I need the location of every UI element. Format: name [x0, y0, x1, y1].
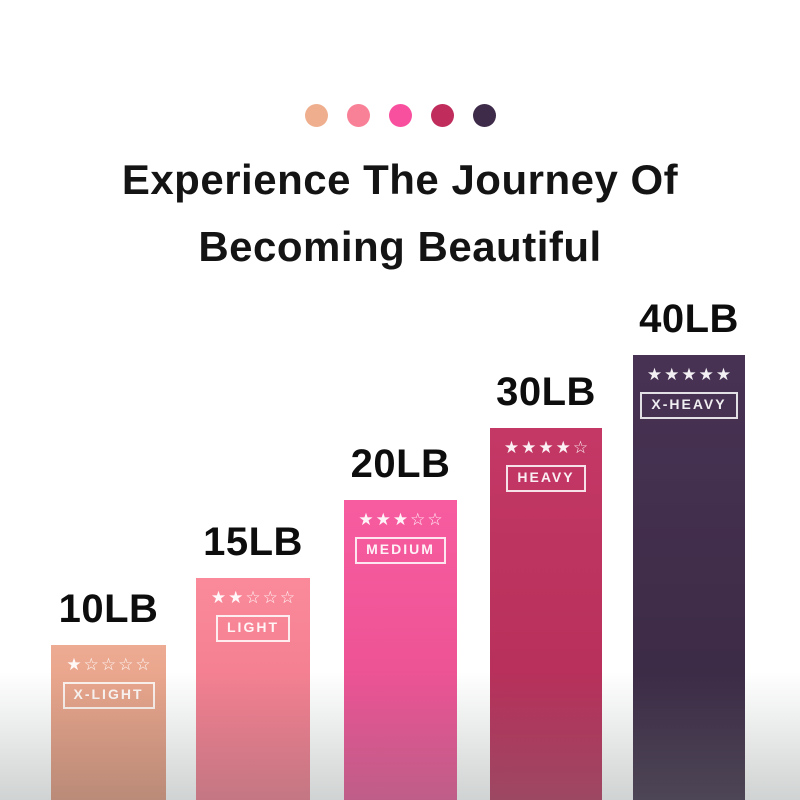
star-rating-icons: ★☆☆☆☆ [66, 655, 153, 674]
star-rating-icons: ★★★☆☆ [358, 510, 445, 529]
star-rating-icons: ★★☆☆☆ [210, 588, 298, 607]
strength-level-box: X-HEAVY [640, 392, 738, 419]
strength-level-box: MEDIUM [355, 537, 446, 564]
strength-level-box: LIGHT [216, 615, 290, 642]
strength-level-box: X-LIGHT [62, 682, 155, 709]
page-title: Experience The Journey Of Becoming Beaut… [0, 146, 800, 280]
weight-label: 40LB [639, 297, 739, 341]
strength-level-label: X-LIGHT [73, 686, 144, 702]
resistance-band-bar: ★★★★☆ HEAVY [490, 428, 602, 800]
weight-label: 10LB [58, 587, 159, 631]
palette-dot-icon [346, 104, 370, 127]
resistance-band-bar: ★★★☆☆ MEDIUM [344, 500, 457, 800]
palette-dot-icon [472, 104, 496, 127]
strength-level-label: LIGHT [227, 619, 279, 635]
bar-group: 40LB ★★★★★ X-HEAVY [633, 297, 745, 800]
weight-label: 30LB [496, 370, 596, 414]
strength-level-label: X-HEAVY [651, 396, 727, 412]
palette-dot-icon [388, 104, 412, 127]
resistance-band-bar: ★★★★★ X-HEAVY [633, 355, 745, 800]
bar-group: 20LB ★★★☆☆ MEDIUM [344, 442, 457, 800]
strength-level-box: HEAVY [506, 465, 586, 492]
strength-level-label: HEAVY [517, 469, 575, 485]
palette-dot-icon [430, 104, 454, 127]
bar-group: 15LB ★★☆☆☆ LIGHT [196, 520, 310, 800]
star-rating-icons: ★★★★☆ [503, 438, 591, 457]
star-rating-icons: ★★★★★ [646, 365, 734, 384]
title-line-1: Experience The Journey Of [121, 156, 679, 203]
resistance-band-bar: ★★☆☆☆ LIGHT [196, 578, 310, 800]
color-palette-dots [0, 104, 800, 127]
weight-label: 15LB [203, 520, 303, 564]
weight-label: 20LB [350, 442, 451, 486]
resistance-band-bar: ★☆☆☆☆ X-LIGHT [51, 645, 166, 800]
bar-group: 30LB ★★★★☆ HEAVY [490, 370, 602, 800]
title-line-2: Becoming Beautiful [198, 223, 602, 270]
strength-level-label: MEDIUM [366, 541, 435, 557]
bar-group: 10LB ★☆☆☆☆ X-LIGHT [51, 587, 166, 800]
palette-dot-icon [304, 104, 328, 127]
